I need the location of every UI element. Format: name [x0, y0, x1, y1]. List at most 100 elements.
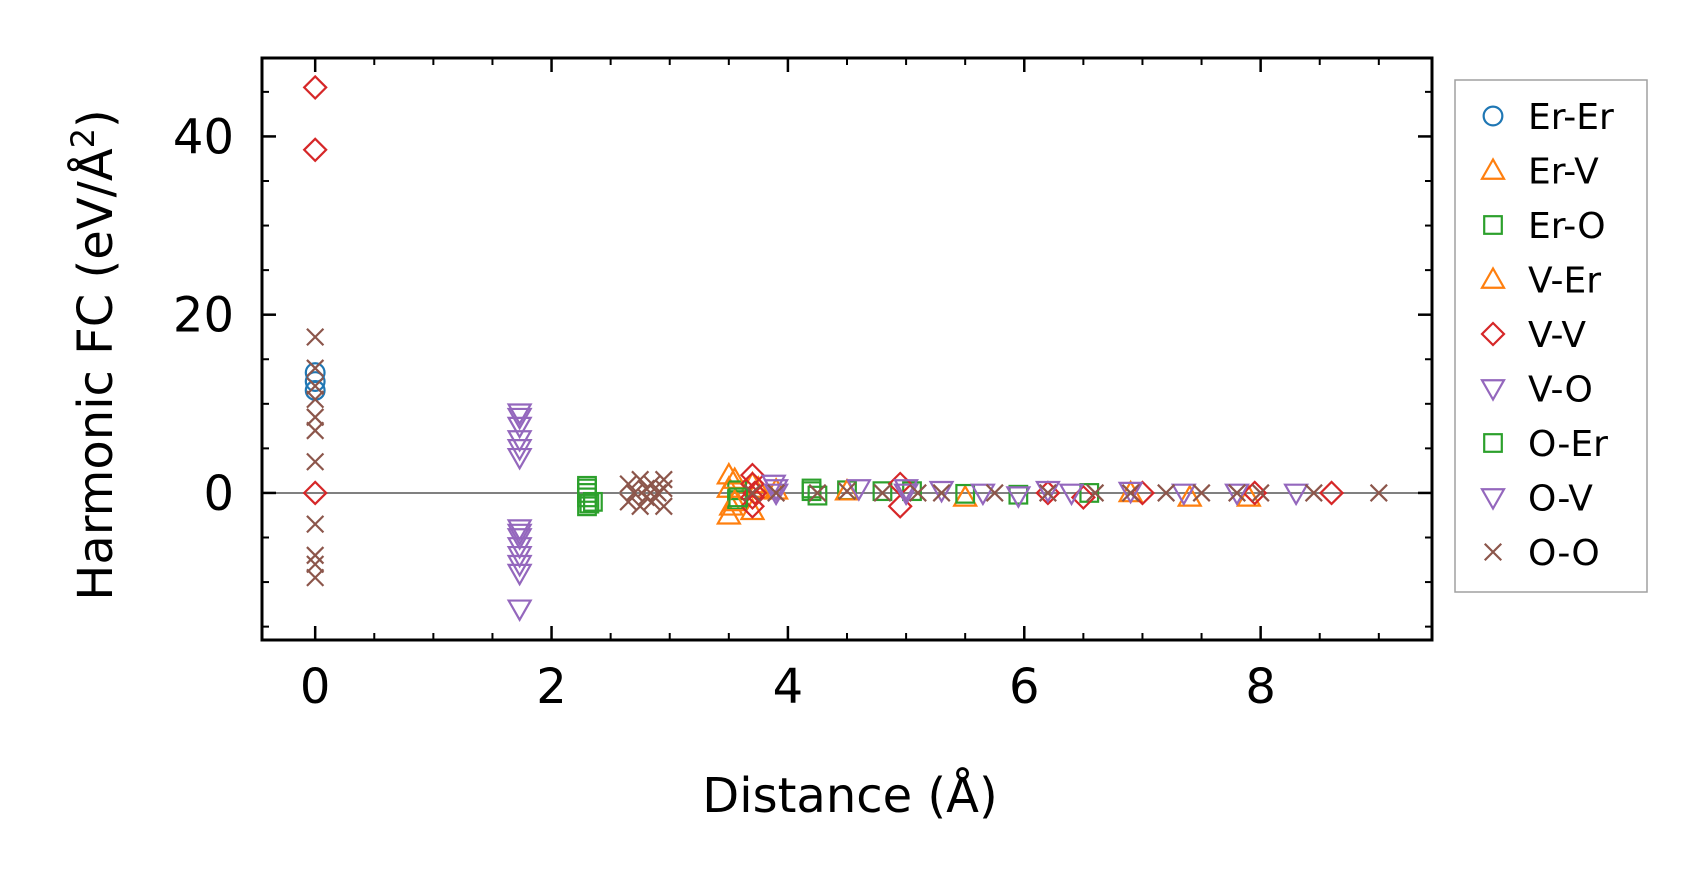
legend-item: V-V	[1480, 315, 1586, 356]
data-point	[845, 479, 872, 502]
data-point	[893, 483, 919, 507]
data-point	[619, 475, 638, 494]
series-er-er	[304, 362, 326, 401]
legend-label: V-V	[1528, 315, 1586, 356]
data-point	[739, 493, 766, 519]
data-point	[932, 483, 951, 502]
data-point	[1369, 483, 1388, 502]
y-tick-label: 40	[173, 109, 234, 165]
data-point	[625, 483, 644, 502]
series-v-o	[506, 407, 1309, 623]
data-point	[506, 523, 533, 547]
series-o-o	[306, 327, 1388, 587]
data-point	[1035, 480, 1061, 504]
data-point	[908, 483, 927, 502]
data-point	[306, 555, 325, 574]
data-point	[631, 497, 650, 516]
data-point	[306, 546, 325, 565]
x-tick-label: 2	[536, 659, 567, 715]
data-point	[1242, 480, 1268, 506]
data-point	[579, 493, 600, 514]
data-point	[306, 515, 325, 534]
data-point	[1170, 483, 1197, 507]
plot-area	[262, 74, 1432, 623]
x-tick-label: 4	[773, 659, 804, 715]
legend-marker	[1483, 542, 1503, 562]
data-point	[654, 497, 673, 516]
data-point	[506, 403, 533, 426]
data-point	[306, 359, 325, 378]
data-point	[1117, 481, 1144, 505]
x-tick-label: 0	[300, 659, 331, 715]
legend-marker	[1483, 433, 1503, 453]
legend-item: Er-Er	[1482, 97, 1614, 138]
data-point	[306, 421, 325, 440]
data-point	[583, 491, 603, 512]
data-point	[715, 502, 742, 525]
data-point	[1005, 486, 1032, 509]
data-point	[763, 479, 789, 502]
legend-label: Er-Er	[1528, 97, 1614, 138]
x-tick-label: 6	[1009, 659, 1040, 715]
data-point	[306, 408, 325, 427]
data-points	[302, 74, 1388, 623]
y-axis-label-superscript: 2	[64, 128, 102, 148]
data-point	[306, 327, 325, 346]
data-point	[1227, 483, 1247, 502]
y-tick-label: 20	[173, 288, 234, 344]
legend-label: O-V	[1528, 479, 1593, 520]
data-point	[955, 483, 976, 504]
data-point	[1176, 484, 1203, 507]
legend-label: O-O	[1528, 533, 1600, 574]
legend-item: V-Er	[1480, 261, 1601, 302]
data-point	[506, 599, 533, 623]
y-axis-label-main: Harmonic FC (eV/Å	[67, 148, 124, 601]
data-point	[642, 475, 662, 494]
legend-item: O-O	[1483, 533, 1600, 574]
data-point	[1224, 483, 1250, 507]
data-point	[808, 483, 827, 502]
legend-marker	[1480, 157, 1506, 180]
legend-label: O-Er	[1528, 424, 1608, 465]
legend: Er-Er Er-V Er-O V-Er V-V V-O O-Er O-V O-O	[1454, 79, 1648, 593]
legend-label: V-O	[1528, 370, 1593, 411]
data-point	[837, 482, 857, 501]
data-point	[302, 480, 328, 506]
data-point	[577, 496, 597, 517]
y-axis-label-close: )	[68, 109, 124, 128]
data-point	[807, 485, 828, 506]
data-point	[952, 484, 979, 507]
data-point	[1070, 484, 1096, 510]
y-axis-label: Harmonic FC (eV/Å2)	[64, 109, 124, 601]
data-point	[1121, 483, 1140, 502]
data-point	[631, 470, 650, 489]
data-point	[306, 376, 325, 396]
legend-label: V-Er	[1528, 261, 1601, 302]
data-point	[763, 483, 789, 507]
data-point	[872, 481, 893, 502]
data-point	[1058, 483, 1085, 507]
data-point	[1283, 483, 1309, 507]
legend-marker	[1480, 379, 1506, 402]
data-point	[654, 479, 673, 498]
y-tick-label: 0	[203, 466, 234, 522]
data-point	[1008, 484, 1029, 505]
x-axis-label: Distance (Å)	[702, 767, 997, 824]
data-point	[506, 563, 533, 587]
data-point	[304, 371, 326, 392]
data-point	[654, 470, 673, 489]
data-point	[985, 483, 1004, 502]
data-point	[306, 568, 325, 587]
legend-marker	[1480, 321, 1506, 347]
data-point	[306, 390, 325, 409]
axes: 0 2 4 6 8 0 20 40	[173, 56, 1434, 715]
legend-item: O-Er	[1483, 424, 1608, 465]
legend-marker	[1482, 105, 1504, 127]
data-point	[928, 480, 955, 504]
legend-item: O-V	[1480, 479, 1593, 520]
legend-label: Er-O	[1528, 206, 1606, 247]
series-v-v	[302, 74, 1345, 519]
data-point	[506, 416, 533, 440]
